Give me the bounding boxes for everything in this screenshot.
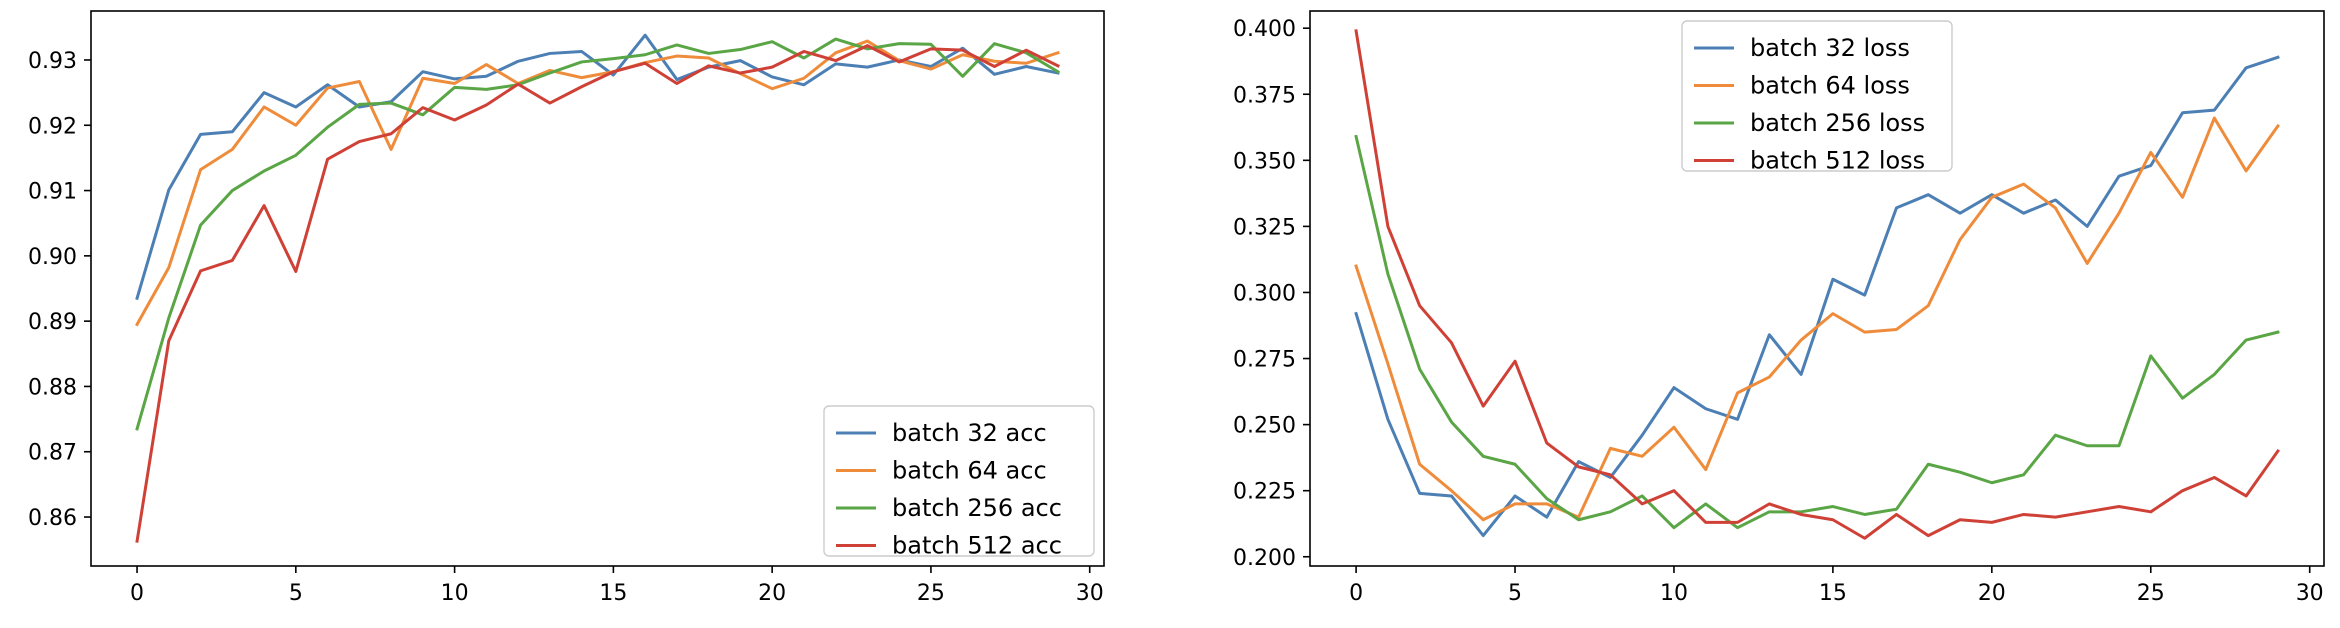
series-line-acc-3 <box>135 44 1060 543</box>
x-tick-label: 10 <box>1660 581 1688 606</box>
series-line-loss-3 <box>1354 29 2281 540</box>
x-tick-label: 25 <box>917 581 945 606</box>
accuracy-chart: 0 5 10 15 20 25 30 0.86 0.87 0.88 0.89 0.90 0.91 0.92… <box>28 10 1105 606</box>
y-tick-label: 0.92 <box>28 114 77 139</box>
series-line-loss-1 <box>1354 116 2281 522</box>
y-tick-label: 0.87 <box>28 441 77 466</box>
legend-loss: batch 32 loss batch 64 loss batch 256 loss… <box>1681 20 1953 175</box>
legend-label: batch 32 acc <box>892 419 1047 447</box>
y-tick-label: 0.200 <box>1233 546 1296 571</box>
y-tick-label: 0.93 <box>28 49 77 74</box>
x-tick-label: 15 <box>1819 581 1847 606</box>
y-tick-label: 0.300 <box>1233 281 1296 306</box>
y-tick-label: 0.91 <box>28 180 77 205</box>
y-tick-label: 0.86 <box>28 506 77 531</box>
legend-label: batch 64 loss <box>1750 72 1910 100</box>
legend-label: batch 256 loss <box>1750 109 1925 137</box>
x-tick-label: 20 <box>758 581 786 606</box>
legend-box <box>823 405 1095 557</box>
y-tick-label: 0.90 <box>28 245 77 270</box>
series-line-acc-1 <box>135 39 1060 327</box>
x-tick-label: 10 <box>441 581 469 606</box>
x-tick-label: 30 <box>1076 581 1104 606</box>
legend-label: batch 512 acc <box>892 532 1062 560</box>
x-tick-label: 15 <box>599 581 627 606</box>
legend-label: batch 64 acc <box>892 457 1047 485</box>
y-tick-label: 0.225 <box>1233 480 1296 505</box>
legend-acc: batch 32 acc batch 64 acc batch 256 acc bat… <box>823 405 1095 560</box>
y-tick-label: 0.400 <box>1233 17 1296 42</box>
y-tick-label: 0.275 <box>1233 348 1296 373</box>
y-tick-label: 0.375 <box>1233 83 1296 108</box>
x-tick-label: 20 <box>1978 581 2006 606</box>
axes-frame-loss <box>1309 10 2325 567</box>
y-tick-label: 0.88 <box>28 375 77 400</box>
axes-frame-acc <box>90 10 1105 567</box>
y-tick-label: 0.89 <box>28 310 77 335</box>
legend-box <box>1681 20 1953 172</box>
x-tick-label: 5 <box>1508 581 1522 606</box>
series-line-acc-2 <box>135 37 1061 431</box>
x-tick-label: 25 <box>2137 581 2165 606</box>
x-tick-label: 0 <box>1349 581 1363 606</box>
y-tick-label: 0.325 <box>1233 215 1296 240</box>
y-tick-label: 0.250 <box>1233 414 1296 439</box>
loss-chart: 0 5 10 15 20 25 30 0.200 0.225 0.250 0.275 0.300 0.3… <box>1233 10 2325 606</box>
legend-label: batch 32 loss <box>1750 34 1910 62</box>
series-line-loss-2 <box>1354 134 2280 530</box>
legend-label: batch 256 acc <box>892 494 1062 522</box>
x-tick-label: 0 <box>130 581 144 606</box>
x-tick-label: 30 <box>2296 581 2324 606</box>
x-tick-label: 5 <box>289 581 303 606</box>
legend-label: batch 512 loss <box>1750 147 1925 175</box>
y-tick-label: 0.350 <box>1233 149 1296 174</box>
